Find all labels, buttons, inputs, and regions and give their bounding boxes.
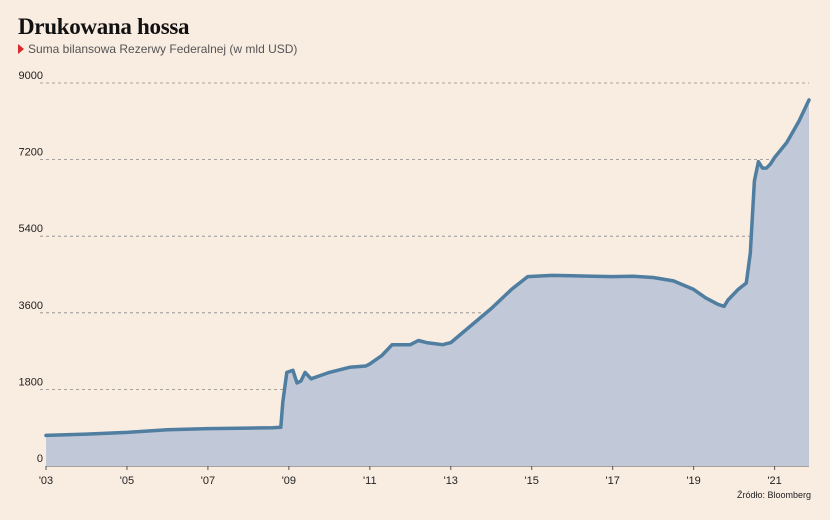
- x-tick-label: '07: [201, 475, 215, 487]
- y-tick-label: 0: [37, 453, 43, 465]
- subtitle-text: Suma bilansowa Rezerwy Federalnej (w mld…: [28, 42, 298, 56]
- x-tick-label: '17: [606, 475, 620, 487]
- x-axis-ticks: '03 '05 '07 '09 '11 '13 '15 '17 '19 '21: [39, 466, 782, 487]
- y-tick-label: 1800: [19, 376, 43, 388]
- y-tick-label: 3600: [19, 300, 43, 312]
- series-area: [46, 100, 809, 466]
- x-tick-label: '15: [525, 475, 539, 487]
- chart-title: Drukowana hossa: [18, 14, 190, 39]
- series-line: [44, 98, 811, 438]
- x-tick-label: '19: [686, 475, 700, 487]
- x-tick-label: '05: [120, 475, 134, 487]
- y-tick-label: 5400: [19, 223, 43, 235]
- x-tick-label: '11: [363, 475, 377, 487]
- x-tick-label: '03: [39, 475, 53, 487]
- chart-subtitle: Suma bilansowa Rezerwy Federalnej (w mld…: [18, 42, 297, 56]
- x-tick-label: '09: [282, 475, 296, 487]
- y-tick-label: 9000: [19, 70, 43, 82]
- y-tick-label: 7200: [19, 147, 43, 159]
- x-tick-label: '21: [767, 475, 781, 487]
- y-axis-ticks: 0 1800 3600 5400 7200 9000: [19, 70, 43, 465]
- source-note: Źródło: Bloomberg: [736, 490, 811, 500]
- x-tick-label: '13: [444, 475, 458, 487]
- red-triangle-marker-icon: [18, 44, 24, 54]
